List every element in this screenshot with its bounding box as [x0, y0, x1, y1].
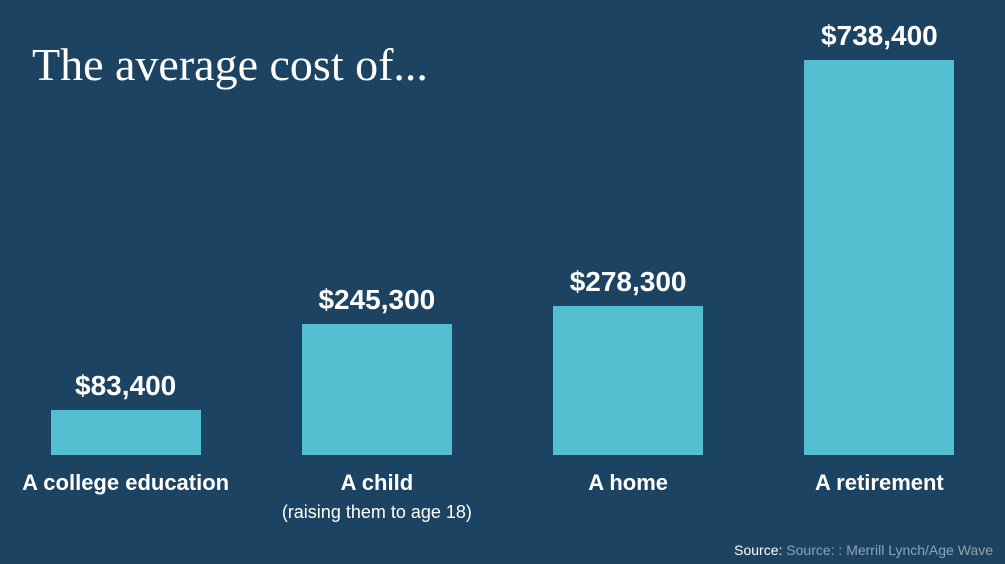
- bar-group-0: $83,400: [0, 370, 251, 455]
- bar-group-2: $278,300: [503, 266, 754, 455]
- source-credit: Source: Source: : Merrill Lynch/Age Wave: [734, 542, 993, 558]
- bar-value-3: $738,400: [821, 20, 938, 52]
- source-text: Source: : Merrill Lynch/Age Wave: [786, 542, 993, 558]
- chart-area: $83,400 $245,300 $278,300 $738,400: [0, 60, 1005, 455]
- bar-value-2: $278,300: [570, 266, 687, 298]
- label-group-0: A college education: [0, 470, 251, 523]
- bar-3: [804, 60, 954, 455]
- bar-group-1: $245,300: [251, 284, 502, 455]
- label-group-3: A retirement: [754, 470, 1005, 523]
- source-prefix: Source:: [734, 542, 786, 558]
- bar-1: [302, 324, 452, 455]
- bar-value-0: $83,400: [75, 370, 176, 402]
- bar-0: [51, 410, 201, 455]
- bar-group-3: $738,400: [754, 20, 1005, 455]
- chart-canvas: The average cost of... $83,400 $245,300 …: [0, 0, 1005, 564]
- bar-value-1: $245,300: [318, 284, 435, 316]
- bar-2: [553, 306, 703, 455]
- bars-container: $83,400 $245,300 $278,300 $738,400: [0, 60, 1005, 455]
- label-group-1: A child (raising them to age 18): [251, 470, 502, 523]
- bar-label-2: A home: [503, 470, 754, 496]
- labels-container: A college education A child (raising the…: [0, 470, 1005, 523]
- bar-label-3: A retirement: [754, 470, 1005, 496]
- bar-sublabel-1: (raising them to age 18): [251, 502, 502, 523]
- bar-label-0: A college education: [0, 470, 251, 496]
- label-group-2: A home: [503, 470, 754, 523]
- bar-label-1: A child: [251, 470, 502, 496]
